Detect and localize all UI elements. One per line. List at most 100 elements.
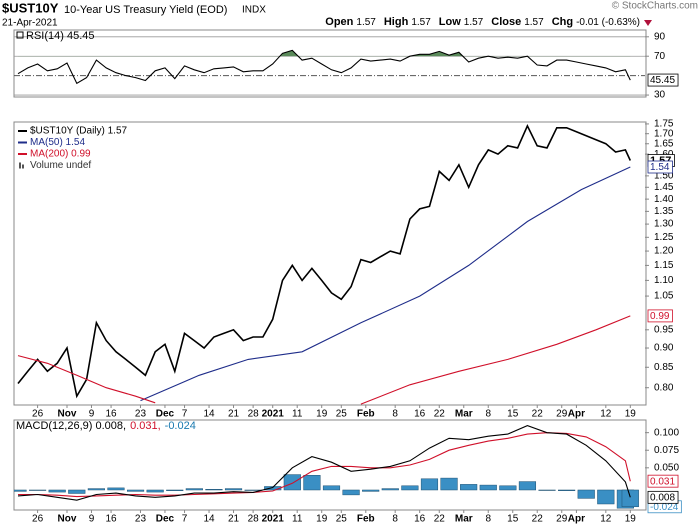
value-box — [647, 160, 673, 174]
x-tick-label: 14 — [203, 409, 215, 420]
x-tick-label: 26 — [32, 409, 44, 420]
x-tick-label: 25 — [336, 409, 348, 420]
quote-label: Open — [325, 16, 353, 28]
x-tick-label: 16 — [414, 409, 426, 420]
y-tick-label: 1.70 — [654, 128, 674, 139]
histogram-bar — [303, 475, 321, 491]
y-tick-label: 1.45 — [654, 182, 674, 193]
quote-label: Chg — [552, 16, 573, 28]
histogram-bar — [283, 474, 301, 491]
histogram-bar — [166, 489, 184, 491]
exchange: INDX — [242, 5, 266, 16]
symbol: $UST10Y — [2, 0, 59, 15]
legend-swatch — [22, 164, 24, 169]
x-tick-label: 2021 — [262, 514, 285, 525]
change-arrow — [644, 20, 652, 26]
date: 21-Apr-2021 — [2, 18, 58, 29]
y-tick-label: 1.25 — [654, 232, 674, 243]
legend-label: MA(200) 0.99 — [30, 149, 91, 160]
x-tick-label: 29 — [556, 514, 568, 525]
series-line — [140, 166, 631, 402]
x-tick-label: Apr — [568, 514, 585, 525]
x-tick-label: 19 — [625, 514, 637, 525]
value-box-label: 1.54 — [650, 162, 670, 173]
value-box-label: 0.031 — [650, 476, 675, 487]
x-tick-label: Feb — [357, 514, 375, 525]
value-box — [647, 474, 679, 488]
quote-value: 1.57 — [411, 17, 431, 28]
legend-label: Volume undef — [30, 160, 91, 171]
histogram-bar — [146, 489, 164, 493]
quote-value: 1.57 — [356, 17, 376, 28]
y-tick-label: 0.85 — [654, 362, 674, 373]
y-tick-label: 1.65 — [654, 138, 674, 149]
quote-label: Close — [491, 16, 521, 28]
legend-label: $UST10Y (Daily) 1.57 — [30, 126, 128, 137]
series-line — [17, 425, 631, 501]
x-tick-label: 19 — [316, 514, 328, 525]
x-tick-label: Apr — [568, 409, 585, 420]
series-line — [17, 315, 631, 405]
y-tick-label: 0.075 — [654, 445, 679, 456]
x-tick-label: 19 — [316, 409, 328, 420]
legend-piece: 0.031, — [130, 420, 161, 432]
histogram-bar — [621, 489, 639, 508]
value-box-label: -0.024 — [650, 502, 679, 513]
quote-value: 1.57 — [464, 17, 484, 28]
y-tick-label: 0.80 — [654, 382, 674, 393]
x-tick-label: 16 — [106, 514, 118, 525]
y-tick-label: 0.95 — [654, 324, 674, 335]
x-tick-label: 11 — [292, 409, 303, 420]
histogram-bar — [499, 485, 517, 491]
x-tick-label: 28 — [248, 409, 260, 420]
panel-frame — [13, 121, 647, 406]
x-tick-label: Mar — [455, 514, 473, 525]
x-tick-label: 9 — [89, 514, 95, 525]
y-tick-label: 0.050 — [654, 462, 679, 473]
x-tick-label: Nov — [58, 514, 77, 525]
panel-title: RSI(14) 45.45 — [26, 30, 94, 42]
y-tick-label: 1.35 — [654, 206, 674, 217]
histogram-bar — [48, 489, 66, 493]
y-tick-label: 1.05 — [654, 291, 674, 302]
histogram-bar — [87, 488, 105, 491]
histogram-bar — [362, 489, 380, 492]
x-tick-label: 21 — [228, 409, 240, 420]
histogram-bar — [68, 489, 86, 494]
histogram-bar — [420, 478, 439, 491]
y-tick-label: 1.15 — [654, 260, 674, 271]
value-box — [647, 73, 679, 87]
panel-frame — [13, 29, 647, 98]
x-tick-label: 19 — [625, 409, 637, 420]
x-tick-label: 15 — [507, 514, 519, 525]
y-tick-label: 1.40 — [654, 194, 674, 205]
histogram-bar — [107, 487, 125, 491]
x-tick-label: 26 — [32, 514, 44, 525]
histogram-bar — [342, 489, 360, 496]
instrument-name: 10-Year US Treasury Yield (EOD) — [64, 4, 227, 16]
histogram-bar — [29, 489, 47, 491]
value-box-label: 0.99 — [650, 311, 670, 322]
macd-legend: MACD(12,26,9) 0.008, 0.031, -0.024 — [16, 420, 196, 432]
x-tick-label: 11 — [292, 514, 303, 525]
y-tick-label: 1.50 — [654, 171, 674, 182]
credit: © StockCharts.com — [612, 1, 698, 12]
x-tick-label: Mar — [455, 409, 473, 420]
x-tick-label: Nov — [58, 409, 77, 420]
x-tick-label: 22 — [434, 514, 446, 525]
histogram-bar — [538, 489, 556, 491]
x-tick-label: 28 — [248, 514, 260, 525]
quote-value: 1.57 — [524, 17, 544, 28]
value-box — [647, 309, 673, 323]
histogram-bar — [205, 489, 223, 491]
x-tick-label: 7 — [182, 409, 188, 420]
legend-label: MA(50) 1.54 — [30, 137, 85, 148]
x-tick-label: 7 — [182, 514, 188, 525]
histogram-bar — [518, 481, 537, 491]
quote-label: Low — [439, 16, 461, 28]
x-tick-label: 14 — [203, 514, 215, 525]
histogram-bar — [558, 489, 576, 491]
x-tick-label: 8 — [485, 514, 491, 525]
y-tick-label: 90 — [654, 31, 666, 42]
